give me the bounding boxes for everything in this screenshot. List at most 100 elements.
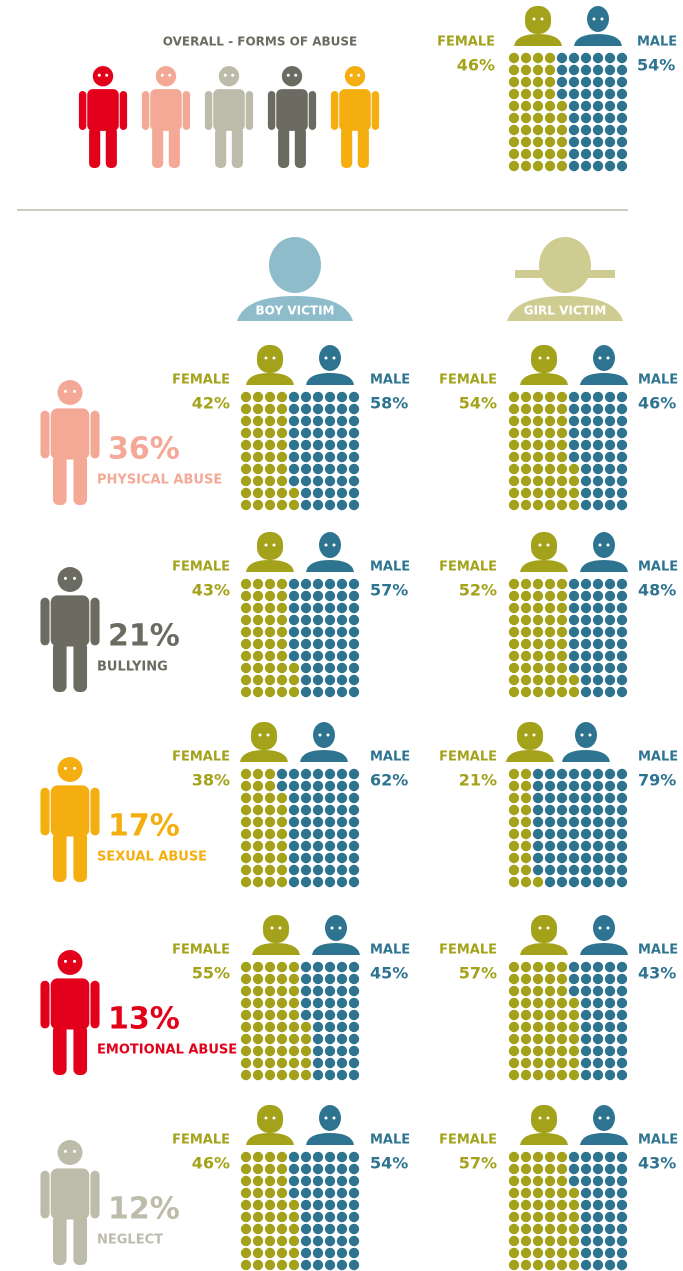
- waffle-dot: [568, 1033, 580, 1045]
- waffle-dot: [288, 1009, 300, 1021]
- waffle-dot: [604, 52, 616, 64]
- waffle-dot: [544, 852, 556, 864]
- waffle-dot: [544, 804, 556, 816]
- waffle-dot: [312, 1235, 324, 1247]
- waffle-dot: [616, 840, 628, 852]
- waffle-dot: [312, 1033, 324, 1045]
- waffle-dot: [264, 578, 276, 590]
- waffle-dot: [324, 415, 336, 427]
- waffle-dot: [532, 614, 544, 626]
- waffle-dot: [324, 961, 336, 973]
- waffle-dot: [544, 391, 556, 403]
- waffle-dot: [312, 816, 324, 828]
- waffle-dot: [264, 997, 276, 1009]
- waffle-dot: [556, 88, 568, 100]
- waffle-dot: [520, 1033, 532, 1045]
- waffle-dot: [556, 602, 568, 614]
- waffle-dot: [616, 686, 628, 698]
- waffle-dot: [604, 124, 616, 136]
- value-label: 46%: [638, 394, 676, 413]
- waffle-dot: [508, 840, 520, 852]
- waffle-dot: [568, 1021, 580, 1033]
- eye: [63, 389, 67, 393]
- waffle-dot: [616, 792, 628, 804]
- waffle-dot: [616, 1045, 628, 1057]
- waffle-dot: [544, 100, 556, 112]
- head: [533, 532, 555, 558]
- arm: [371, 91, 380, 130]
- eye: [598, 543, 602, 547]
- waffle-dot: [508, 1009, 520, 1021]
- waffle-dot: [556, 499, 568, 511]
- waffle-dot: [288, 1033, 300, 1045]
- eye: [266, 733, 270, 737]
- waffle-dot: [300, 973, 312, 985]
- waffle-dot: [580, 626, 592, 638]
- waffle-dot: [616, 1151, 628, 1163]
- waffle-dot: [336, 614, 348, 626]
- eye: [598, 926, 602, 930]
- waffle-dot: [568, 852, 580, 864]
- waffle-dot: [556, 1211, 568, 1223]
- male-icon: [580, 1105, 628, 1145]
- waffle-dot: [276, 1211, 288, 1223]
- waffle-dot: [348, 1057, 360, 1069]
- waffle-dot: [520, 1199, 532, 1211]
- waffle-dot: [568, 804, 580, 816]
- waffle-dot: [324, 427, 336, 439]
- waffle-dot: [288, 403, 300, 415]
- waffle-dot: [556, 1009, 568, 1021]
- waffle-dot: [532, 1247, 544, 1259]
- male-icon: [574, 6, 622, 46]
- value-label: 57%: [370, 581, 408, 600]
- waffle-dot: [592, 1057, 604, 1069]
- waffle-dot: [276, 578, 288, 590]
- leg: [231, 127, 243, 168]
- waffle-dot: [288, 1021, 300, 1033]
- waffle-dot: [544, 76, 556, 88]
- waffle-dot: [532, 415, 544, 427]
- waffle-dot: [616, 626, 628, 638]
- waffle-dot: [336, 662, 348, 674]
- category-label: MALE: [370, 1133, 410, 1148]
- waffle-dot: [532, 626, 544, 638]
- waffle-dot: [556, 427, 568, 439]
- waffle-dot: [556, 1021, 568, 1033]
- leg: [52, 1025, 67, 1075]
- waffle-dot: [556, 487, 568, 499]
- waffle-dot: [252, 686, 264, 698]
- waffle-dot: [252, 1259, 264, 1271]
- head: [593, 915, 615, 941]
- waffle-dot: [312, 1069, 324, 1081]
- waffle-dot: [556, 638, 568, 650]
- waffle-dot: [616, 614, 628, 626]
- waffle-dot: [616, 1057, 628, 1069]
- waffle-dot: [252, 662, 264, 674]
- waffle-dot: [580, 828, 592, 840]
- waffle-dot: [324, 391, 336, 403]
- waffle-dot: [568, 124, 580, 136]
- waffle-dot: [544, 415, 556, 427]
- waffle-dot: [580, 614, 592, 626]
- waffle-dot: [312, 674, 324, 686]
- value-label: 55%: [192, 964, 230, 983]
- eye: [272, 356, 276, 360]
- waffle-dot: [532, 160, 544, 172]
- leg: [89, 127, 101, 168]
- waffle-dot: [520, 816, 532, 828]
- value-label: 38%: [192, 771, 230, 790]
- waffle-dot: [532, 852, 544, 864]
- waffle-dot: [532, 828, 544, 840]
- eye: [600, 17, 604, 21]
- eye: [598, 1116, 602, 1120]
- waffle-dot: [580, 439, 592, 451]
- waffle-dot: [616, 124, 628, 136]
- waffle-dot: [532, 487, 544, 499]
- waffle-dot: [348, 1259, 360, 1271]
- waffle-dot: [544, 1259, 556, 1271]
- waffle-dot: [508, 148, 520, 160]
- waffle-dot: [556, 1163, 568, 1175]
- waffle-dot: [604, 662, 616, 674]
- waffle-dot: [324, 1057, 336, 1069]
- waffle-dot: [556, 961, 568, 973]
